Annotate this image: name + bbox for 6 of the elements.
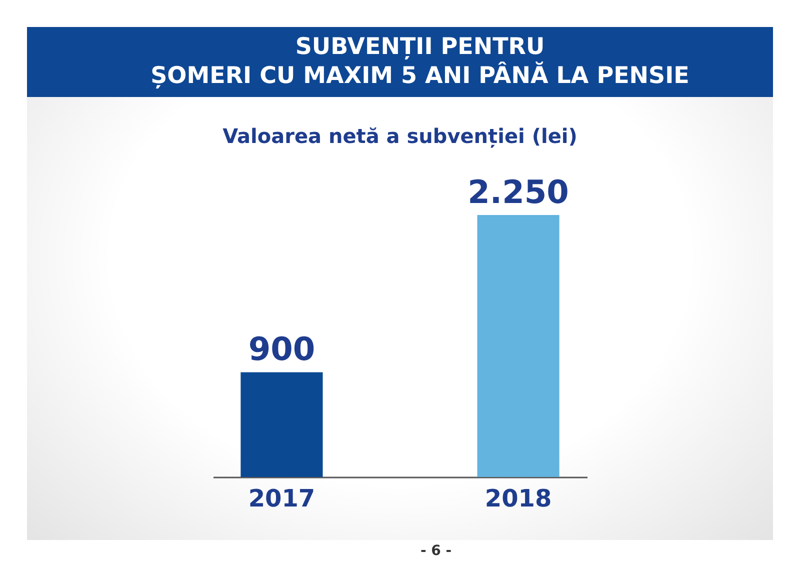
- chart-subtitle: Valoarea netă a subvenției (lei): [222, 124, 578, 148]
- text: - 6 -: [419, 542, 453, 561]
- data-label: 900: [248, 330, 316, 368]
- x-tick-label: 2018: [484, 484, 552, 512]
- data-label: 2.250: [468, 173, 569, 211]
- x-tick-label: 2017: [248, 484, 316, 512]
